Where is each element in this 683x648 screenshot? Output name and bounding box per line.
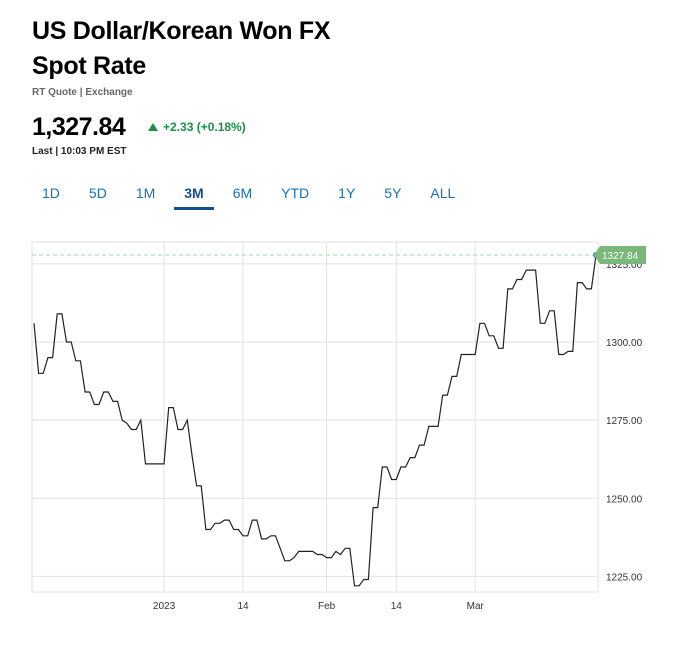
price-series-line <box>33 254 597 587</box>
y-tick-label: 1225.00 <box>606 572 643 583</box>
last-value-tag <box>594 246 646 264</box>
tab-ytd[interactable]: YTD <box>281 185 310 201</box>
page-title: US Dollar/Korean Won FX Spot Rate <box>32 14 392 84</box>
x-tick-label: Mar <box>467 601 485 612</box>
tab-6m[interactable]: 6M <box>232 185 253 201</box>
quote-source: RT Quote | Exchange <box>32 87 133 98</box>
last-price: 1,327.84 <box>32 113 126 141</box>
x-tick-label: 14 <box>237 601 249 612</box>
y-tick-label: 1275.00 <box>606 416 643 427</box>
tab-5y[interactable]: 5Y <box>384 185 402 201</box>
time-range-tabs: 1D 5D 1M 3M 6M YTD 1Y 5Y ALL <box>32 180 474 212</box>
x-tick-label: 14 <box>391 601 403 612</box>
title-line-2: Spot Rate <box>32 52 146 80</box>
tab-3m[interactable]: 3M <box>174 180 214 210</box>
y-tick-label: 1325.00 <box>606 260 643 271</box>
tab-all[interactable]: ALL <box>430 185 456 201</box>
price-chart-svg: 1225.00 1250.00 1275.00 1300.00 1325.00 2023 1… <box>31 241 646 612</box>
title-line-1: US Dollar/Korean Won FX <box>32 17 331 45</box>
price-change-value: +2.33 (+0.18%) <box>163 120 246 134</box>
x-tick-label: Feb <box>318 601 336 612</box>
x-tick-label: 2023 <box>153 601 176 612</box>
last-value-label: 1327.84 <box>602 251 639 262</box>
tab-1d[interactable]: 1D <box>42 185 60 201</box>
y-tick-label: 1300.00 <box>606 338 643 349</box>
price-chart: 1225.00 1250.00 1275.00 1300.00 1325.00 2023 1… <box>0 230 683 643</box>
tab-1m[interactable]: 1M <box>135 185 156 201</box>
tab-1y[interactable]: 1Y <box>338 185 356 201</box>
y-tick-label: 1250.00 <box>606 494 643 505</box>
last-updated: Last | 10:03 PM EST <box>32 146 127 157</box>
price-change: +2.33 (+0.18%) <box>148 120 246 134</box>
plot-frame <box>31 241 599 593</box>
up-arrow-icon <box>148 123 158 131</box>
tab-5d[interactable]: 5D <box>88 185 107 201</box>
